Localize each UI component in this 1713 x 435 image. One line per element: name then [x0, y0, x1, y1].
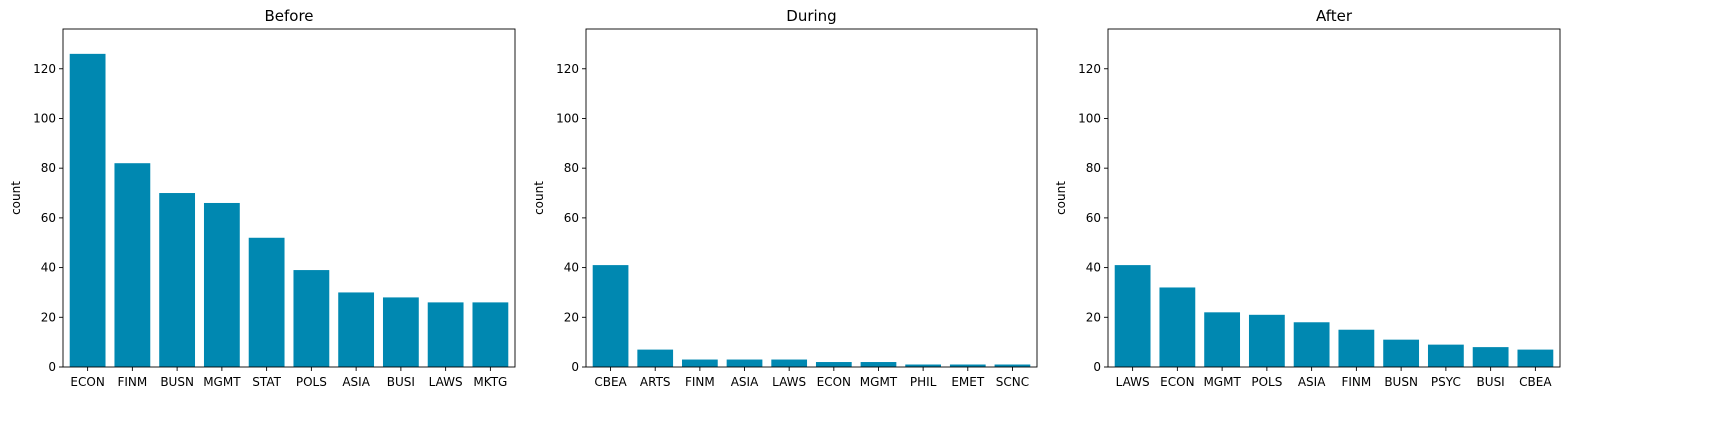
x-tick-label: STAT — [252, 375, 281, 389]
axes-frame — [1107, 28, 1561, 368]
bar-econ — [69, 53, 106, 368]
x-tick-label: FINM — [1341, 375, 1371, 389]
x-tick-label: ASIA — [1298, 375, 1326, 389]
y-tick-label: 60 — [564, 211, 579, 225]
y-axis-label: count — [1054, 181, 1068, 215]
x-tick-label: ECON — [1160, 375, 1194, 389]
y-axis-label: count — [9, 181, 23, 215]
x-tick-label: MGMT — [1203, 375, 1241, 389]
axes-frame — [585, 28, 1038, 368]
y-tick-label: 60 — [41, 211, 56, 225]
x-tick-label: POLS — [296, 375, 327, 389]
bar-stat — [248, 237, 285, 367]
bar-mgmt — [1204, 312, 1241, 367]
x-tick-label: ECON — [70, 375, 104, 389]
y-tick-label: 40 — [1086, 261, 1101, 275]
bar-pols — [1248, 314, 1285, 367]
y-tick-label: 20 — [41, 310, 56, 324]
x-tick-label: BUSI — [1477, 375, 1505, 389]
y-tick-label: 100 — [1078, 111, 1101, 125]
x-tick-label: SCNC — [996, 375, 1029, 389]
y-tick-label: 80 — [564, 161, 579, 175]
bar-asia — [1293, 322, 1330, 367]
bar-cbea — [1517, 349, 1554, 367]
bar-busi — [382, 297, 419, 367]
bar-busn — [159, 193, 196, 367]
axes-frame — [62, 28, 516, 368]
chart-title: Before — [264, 7, 313, 25]
x-tick-label: BUSN — [1384, 375, 1418, 389]
x-tick-label: MKTG — [473, 375, 507, 389]
subplot-3: 0 20 40 60 80 100 120 LAWS ECON MGMT POLS ASIA FINM B… — [1054, 7, 1561, 389]
x-tick-label: FINM — [117, 375, 147, 389]
bar-econ — [1159, 287, 1196, 367]
bar-asia — [338, 292, 375, 367]
bar-busn — [1383, 339, 1420, 367]
x-tick-label: CBEA — [1519, 375, 1552, 389]
y-tick-label: 80 — [41, 161, 56, 175]
bar-mgmt — [203, 202, 240, 367]
bar-laws — [427, 302, 464, 367]
x-tick-label: PSYC — [1431, 375, 1461, 389]
y-tick-label: 40 — [41, 261, 56, 275]
bar-finm — [682, 359, 718, 367]
bar-scnc — [994, 364, 1031, 367]
x-tick-label: BUSN — [160, 375, 194, 389]
x-tick-label: EMET — [951, 375, 985, 389]
y-tick-label: 100 — [556, 111, 579, 125]
bar-arts — [637, 349, 674, 367]
x-tick-label: BUSI — [387, 375, 415, 389]
bar-finm — [114, 163, 151, 367]
bar-asia — [726, 359, 763, 367]
y-tick-label: 40 — [564, 261, 579, 275]
x-tick-label: MGMT — [860, 375, 898, 389]
x-tick-label: ECON — [817, 375, 851, 389]
y-tick-label: 60 — [1086, 211, 1101, 225]
x-tick-label: FINM — [685, 375, 715, 389]
subplot-2: 0 20 40 60 80 100 120 CBEA ARTS FINM ASIA LAWS ECON M… — [532, 7, 1038, 389]
chart-title: During — [786, 7, 836, 25]
bar-econ — [815, 362, 852, 367]
bar-finm — [1338, 329, 1375, 367]
x-tick-label: CBEA — [594, 375, 627, 389]
y-tick-label: 20 — [564, 310, 579, 324]
subplot-1: 0 20 40 60 80 100 120 ECON FINM BUSN MGMT STAT POLS A… — [9, 7, 516, 389]
x-tick-label: LAWS — [429, 375, 463, 389]
x-tick-label: PHIL — [910, 375, 937, 389]
bar-psyc — [1427, 344, 1464, 367]
bar-busi — [1472, 347, 1509, 367]
y-tick-label: 0 — [1093, 360, 1101, 374]
bar-cbea — [592, 265, 629, 367]
chart-title: After — [1316, 7, 1353, 25]
x-tick-label: ASIA — [342, 375, 370, 389]
bar-mktg — [472, 302, 509, 367]
bar-pols — [293, 270, 330, 367]
y-tick-label: 0 — [48, 360, 56, 374]
bar-emet — [949, 364, 986, 367]
x-tick-label: LAWS — [772, 375, 806, 389]
y-tick-label: 100 — [33, 111, 56, 125]
bar-laws — [771, 359, 808, 367]
x-tick-label: POLS — [1251, 375, 1282, 389]
y-tick-label: 20 — [1086, 310, 1101, 324]
y-axis-label: count — [532, 181, 546, 215]
x-tick-label: ARTS — [640, 375, 671, 389]
bar-laws — [1114, 265, 1151, 367]
y-tick-label: 0 — [571, 360, 579, 374]
x-tick-label: LAWS — [1116, 375, 1150, 389]
x-tick-label: ASIA — [731, 375, 759, 389]
x-tick-label: MGMT — [203, 375, 241, 389]
bar-mgmt — [860, 362, 897, 367]
y-tick-label: 120 — [556, 62, 579, 76]
bar-phil — [905, 364, 941, 367]
y-tick-label: 120 — [33, 62, 56, 76]
y-tick-label: 80 — [1086, 161, 1101, 175]
y-tick-label: 120 — [1078, 62, 1101, 76]
